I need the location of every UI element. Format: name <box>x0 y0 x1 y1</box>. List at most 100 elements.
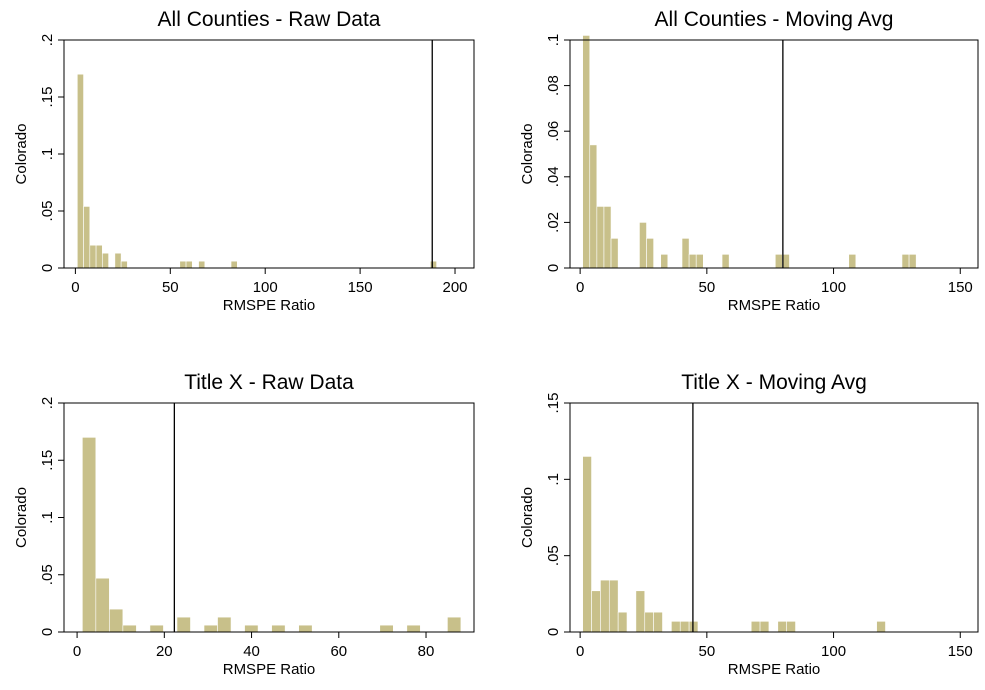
histogram-bar <box>109 608 124 633</box>
x-tick-label: 20 <box>156 643 173 660</box>
histogram-bar <box>120 260 128 269</box>
y-tick-label: .02 <box>545 212 562 233</box>
y-tick-label: .06 <box>545 121 562 142</box>
histogram-bar <box>660 254 669 269</box>
plot-frame <box>63 39 475 269</box>
x-tick-label: 0 <box>71 279 79 296</box>
chart-title: Title X - Moving Avg <box>681 371 867 394</box>
x-tick-label: 150 <box>348 279 373 296</box>
x-axis-label: RMSPE Ratio <box>728 661 821 678</box>
x-tick-label: 0 <box>576 279 584 296</box>
y-axis-label: Colorado <box>519 487 536 548</box>
histogram-bar <box>149 624 164 633</box>
histogram-bar <box>610 238 619 269</box>
y-tick-label: .1 <box>545 34 562 47</box>
histogram-bar <box>122 624 137 633</box>
histogram-bar <box>430 260 437 269</box>
y-axis-label: Colorado <box>13 124 30 185</box>
y-tick-label: .15 <box>39 450 56 471</box>
histogram-bar <box>379 624 394 633</box>
chart-title: Title X - Raw Data <box>184 371 354 394</box>
histogram-bar <box>203 624 218 633</box>
histogram-bar <box>102 252 109 269</box>
x-axis-label: RMSPE Ratio <box>223 297 316 314</box>
histogram-bar <box>230 260 238 269</box>
histogram-bar <box>298 624 313 633</box>
y-tick-label: .2 <box>39 397 56 410</box>
histogram-bar <box>244 624 259 633</box>
histogram-bar <box>646 238 654 269</box>
x-tick-label: 50 <box>699 643 716 660</box>
y-tick-label: .05 <box>545 545 562 566</box>
histogram-bar <box>596 206 605 269</box>
histogram-bar <box>198 260 206 269</box>
y-tick-label: .15 <box>545 393 562 414</box>
histogram-bar <box>777 621 787 633</box>
y-tick-label: .05 <box>39 201 56 222</box>
x-axis-label: RMSPE Ratio <box>728 297 821 314</box>
x-tick-label: 50 <box>162 279 179 296</box>
histogram-bar <box>185 260 193 269</box>
chart-panel-4: 0 50 100 150 0 .05 .1 .15 Title X - Moving Avg RM… <box>519 371 979 678</box>
y-tick-label: .05 <box>39 564 56 585</box>
y-tick-label: .08 <box>545 75 562 96</box>
histogram-bar <box>786 621 796 633</box>
x-tick-label: 60 <box>330 643 347 660</box>
histogram-bar <box>89 244 97 269</box>
x-tick-label: 0 <box>576 643 584 660</box>
histogram-bar <box>600 579 610 633</box>
histogram-bar <box>617 611 628 633</box>
histogram-bar <box>83 206 91 269</box>
histogram-bar <box>695 254 704 269</box>
histogram-bar <box>95 577 110 633</box>
histogram-bar <box>406 624 421 633</box>
histogram-bar <box>774 254 783 269</box>
histogram-bar <box>635 590 646 633</box>
y-tick-label: .1 <box>39 148 56 161</box>
histogram-bar <box>447 616 462 633</box>
histogram-bar <box>644 611 654 633</box>
plot-frame <box>63 402 475 633</box>
x-tick-label: 80 <box>418 643 435 660</box>
histogram-bar <box>95 244 103 269</box>
histogram-bar <box>582 456 592 633</box>
histogram-bar <box>179 260 187 269</box>
x-axis-label: RMSPE Ratio <box>223 661 316 678</box>
y-tick-label: 0 <box>545 264 562 272</box>
x-tick-label: 50 <box>699 279 716 296</box>
x-tick-label: 100 <box>821 279 846 296</box>
histogram-bar <box>901 254 910 269</box>
histogram-bar <box>639 222 647 269</box>
y-tick-label: .1 <box>39 511 56 524</box>
histogram-bar <box>759 621 770 633</box>
histogram-bar <box>671 621 681 633</box>
histogram-bar <box>721 254 730 269</box>
chart-title: All Counties - Raw Data <box>158 8 381 31</box>
chart-panel-2: 0 50 100 150 0 .02 .04 .06 .08 .1 All Counties - M… <box>519 8 979 314</box>
chart-panel-3: 0 20 40 60 80 0 .05 .1 .15 .2 Title X - Raw Data RM… <box>13 371 475 678</box>
y-tick-label: 0 <box>545 628 562 636</box>
histogram-bar <box>591 590 601 633</box>
y-axis-label: Colorado <box>519 124 536 185</box>
histogram-bar <box>217 616 232 633</box>
x-tick-label: 40 <box>243 643 260 660</box>
chart-title: All Counties - Moving Avg <box>655 8 894 31</box>
x-tick-label: 0 <box>73 643 81 660</box>
histogram-bar <box>271 624 286 633</box>
histogram-bar <box>603 206 612 269</box>
histogram-bar <box>876 621 886 633</box>
y-tick-label: .15 <box>39 87 56 108</box>
histogram-bar <box>582 35 591 269</box>
histogram-bar <box>688 254 697 269</box>
y-axis-label: Colorado <box>13 487 30 548</box>
x-tick-label: 200 <box>443 279 468 296</box>
histogram-bar <box>176 616 191 633</box>
y-tick-label: 0 <box>39 264 56 272</box>
histogram-bar <box>82 437 97 633</box>
plot-frame <box>569 402 979 633</box>
histogram-bar <box>679 621 690 633</box>
x-tick-label: 100 <box>821 643 846 660</box>
histogram-bar <box>76 73 84 269</box>
